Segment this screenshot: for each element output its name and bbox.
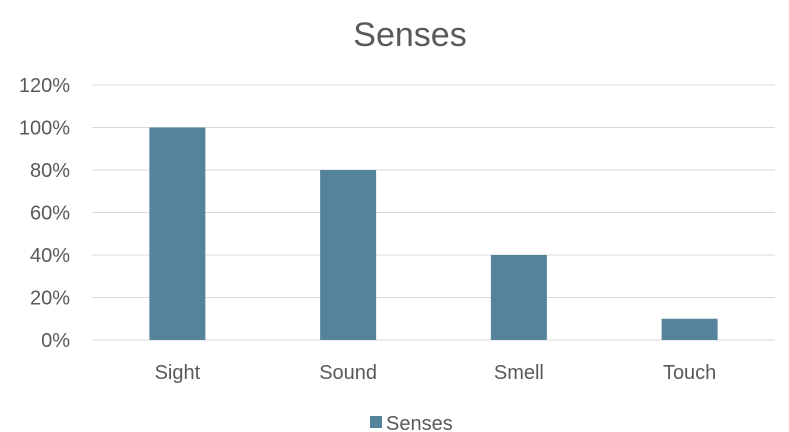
bar-smell [490,255,547,340]
chart-title: Senses [353,16,466,54]
y-tick-label: 60% [30,203,70,225]
gridlines [92,84,775,341]
bars [149,127,718,340]
bar-touch [661,318,718,340]
y-tick-label: 20% [30,288,70,310]
legend-label: Senses [386,413,453,432]
y-tick-label: 40% [30,245,70,267]
bar-sight [149,127,206,340]
x-axis-tick-labels: Sight Sound Smell Touch [155,362,717,384]
legend-swatch [370,416,382,428]
y-tick-label: 80% [30,160,70,182]
x-tick-label-smell: Smell [494,362,544,384]
legend: Senses [370,413,453,432]
x-tick-label-touch: Touch [663,362,716,384]
y-tick-label: 0% [41,330,70,352]
bar-sound [320,170,377,340]
y-tick-label: 100% [19,118,70,140]
x-tick-label-sight: Sight [155,362,201,384]
x-tick-label-sound: Sound [319,362,377,384]
y-tick-label: 120% [19,75,70,97]
y-axis-tick-labels: 0% 20% 40% 60% 80% 100% 120% [19,75,70,352]
